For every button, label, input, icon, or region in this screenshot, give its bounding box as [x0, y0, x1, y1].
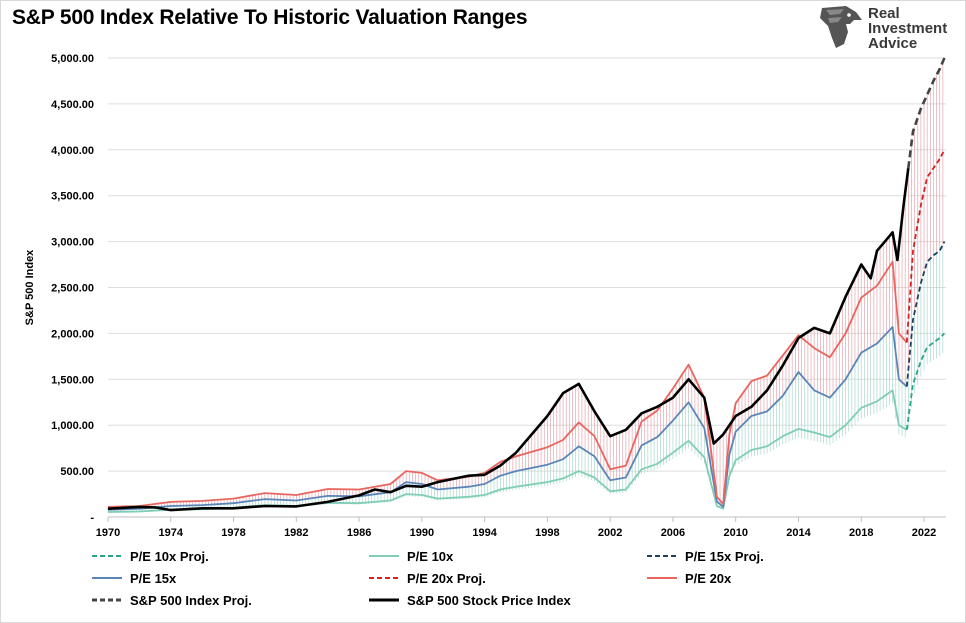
y-tick-label: 5,000.00 — [51, 53, 94, 65]
legend-item: P/E 10x Proj. — [92, 548, 209, 564]
legend-label: S&P 500 Stock Price Index — [407, 592, 571, 608]
logo-text: Real Investment Advice — [868, 6, 947, 51]
x-tick-label: 1986 — [347, 527, 371, 539]
x-tick-label: 1990 — [410, 527, 434, 539]
chart-title: S&P 500 Index Relative To Historic Valua… — [12, 6, 528, 29]
eagle-head-icon — [820, 6, 862, 48]
legend-label: P/E 20x — [685, 570, 732, 586]
legend-item: P/E 10x — [369, 548, 453, 564]
legend-swatch — [92, 555, 122, 557]
series-line-pe10 — [107, 389, 908, 513]
series-line-sp-proj — [907, 57, 946, 169]
legend-item: P/E 20x Proj. — [369, 570, 486, 586]
x-tick-label: 1970 — [96, 527, 120, 539]
y-tick-label: 4,500.00 — [51, 99, 94, 111]
y-axis-label: S&P 500 Index — [24, 249, 36, 325]
x-tick-label: 1994 — [472, 527, 497, 539]
x-tick-label: 2002 — [598, 527, 622, 539]
legend-label: P/E 20x Proj. — [407, 570, 486, 586]
legend-swatch — [647, 577, 677, 579]
logo: Real Investment Advice — [816, 4, 947, 52]
x-tick-label: 1998 — [535, 527, 559, 539]
logo-line-3: Advice — [868, 35, 918, 52]
legend-swatch — [647, 555, 677, 557]
legend-label: P/E 10x — [407, 548, 454, 564]
logo-line-1: Real — [868, 5, 900, 22]
legend-label: P/E 10x Proj. — [130, 548, 209, 564]
chart-svg: - 500.00 1,000.00 1,500.00 2,000.00 2,500.00 3… — [24, 53, 946, 539]
y-tick-label: 2,000.00 — [51, 328, 94, 340]
legend-label: S&P 500 Index Proj. — [130, 592, 252, 608]
legend-label: P/E 15x — [130, 570, 177, 586]
x-tick-label: 2014 — [786, 527, 811, 539]
series-line-pe10-proj — [905, 332, 946, 430]
y-tick-label: 2,500.00 — [51, 283, 94, 295]
y-tick-label: 1,500.00 — [51, 374, 94, 386]
y-tick-label: - — [90, 512, 94, 524]
x-tick-label: 2018 — [849, 527, 873, 539]
legend-item: S&P 500 Index Proj. — [92, 592, 252, 608]
logo-line-2: Investment — [868, 20, 948, 37]
x-tick-label: 1978 — [221, 527, 245, 539]
legend-swatch — [92, 598, 122, 602]
series-line-pe20 — [107, 260, 908, 508]
legend-swatch — [92, 577, 122, 579]
y-tick-label: 3,500.00 — [51, 191, 94, 203]
series-line-sp — [107, 168, 910, 512]
x-tick-label: 2006 — [661, 527, 685, 539]
y-tick-label: 3,000.00 — [51, 237, 94, 249]
legend-item: P/E 15x — [92, 570, 176, 586]
y-tick-label: 1,000.00 — [51, 420, 94, 432]
legend-label: P/E 15x Proj. — [685, 548, 764, 564]
y-tick-label: 500.00 — [60, 466, 94, 478]
series-line-pe15-proj — [905, 241, 946, 387]
series-line-pe20-proj — [905, 149, 946, 343]
x-tick-label: 2022 — [912, 527, 936, 539]
legend-item: P/E 15x Proj. — [647, 548, 764, 564]
legend-swatch — [369, 598, 399, 602]
x-tick-label: 2010 — [723, 527, 747, 539]
legend-swatch — [369, 555, 399, 557]
legend-swatch — [369, 577, 399, 579]
legend-item: S&P 500 Stock Price Index — [369, 592, 571, 608]
y-tick-label: 4,000.00 — [51, 145, 94, 157]
series-line-pe15 — [107, 326, 908, 511]
x-tick-label: 1982 — [284, 527, 308, 539]
legend-item: P/E 20x — [647, 570, 731, 586]
x-tick-label: 1974 — [159, 527, 184, 539]
